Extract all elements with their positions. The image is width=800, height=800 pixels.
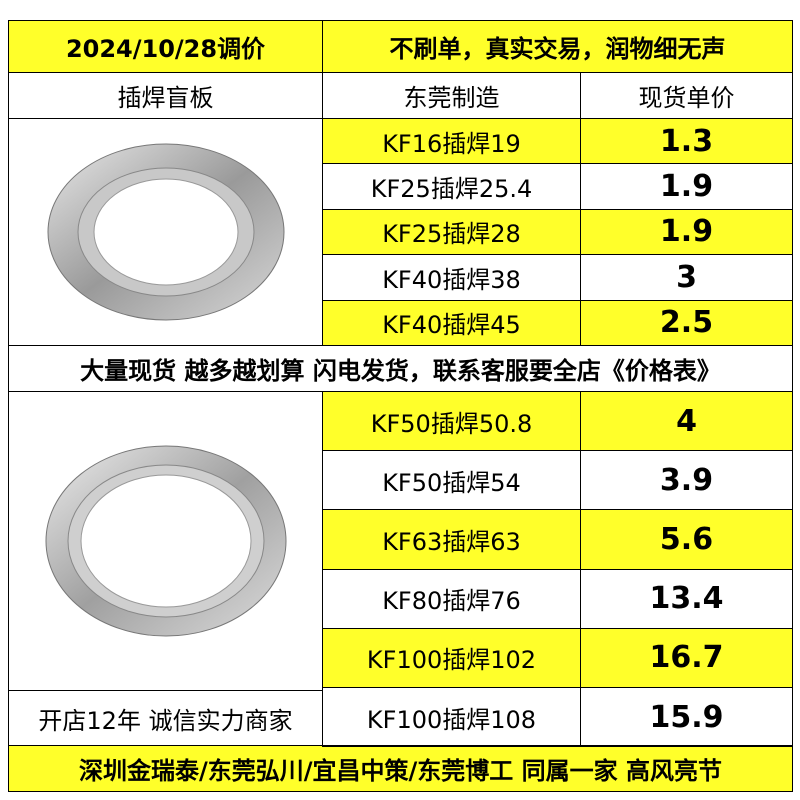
ring-image (45, 445, 286, 637)
banner: 大量现货 越多越划算 闪电发货，联系客服要全店《价格表》 (8, 345, 793, 392)
model-cell: KF100插焊108 (322, 687, 581, 748)
column-header: 现货单价 (580, 72, 793, 119)
product-image-cell (8, 118, 323, 346)
model-cell: KF50插焊50.8 (322, 391, 581, 452)
price-cell: 4 (580, 391, 793, 452)
price-cell: 3 (580, 254, 793, 301)
model-cell: KF25插焊28 (322, 208, 581, 256)
price-cell: 1.3 (580, 118, 793, 165)
model-cell: KF63插焊63 (322, 509, 581, 570)
slogan-cell: 不刷单，真实交易，润物细无声 (322, 20, 793, 73)
model-cell: KF50插焊54 (322, 450, 581, 511)
date-cell: 2024/10/28调价 (8, 20, 323, 73)
model-cell: KF25插焊25.4 (322, 163, 581, 210)
model-cell: KF40插焊38 (322, 254, 581, 301)
price-cell: 15.9 (580, 687, 793, 748)
product-image-cell (8, 391, 323, 691)
model-cell: KF40插焊45 (322, 299, 581, 346)
price-cell: 1.9 (580, 163, 793, 210)
note-cell: 开店12年 诚信实力商家 (8, 690, 323, 746)
column-header: 插焊盲板 (8, 72, 323, 119)
price-cell: 16.7 (580, 627, 793, 688)
footer: 深圳金瑞泰/东莞弘川/宜昌中策/东莞博工 同属一家 高风亮节 (8, 745, 793, 792)
price-cell: 2.5 (580, 299, 793, 346)
price-cell: 1.9 (580, 208, 793, 256)
model-cell: KF16插焊19 (322, 118, 581, 165)
price-cell: 13.4 (580, 568, 793, 629)
price-cell: 5.6 (580, 509, 793, 570)
ring-image (47, 143, 284, 321)
model-cell: KF80插焊76 (322, 568, 581, 629)
price-cell: 3.9 (580, 450, 793, 511)
model-cell: KF100插焊102 (322, 627, 581, 688)
column-header: 东莞制造 (322, 72, 581, 119)
